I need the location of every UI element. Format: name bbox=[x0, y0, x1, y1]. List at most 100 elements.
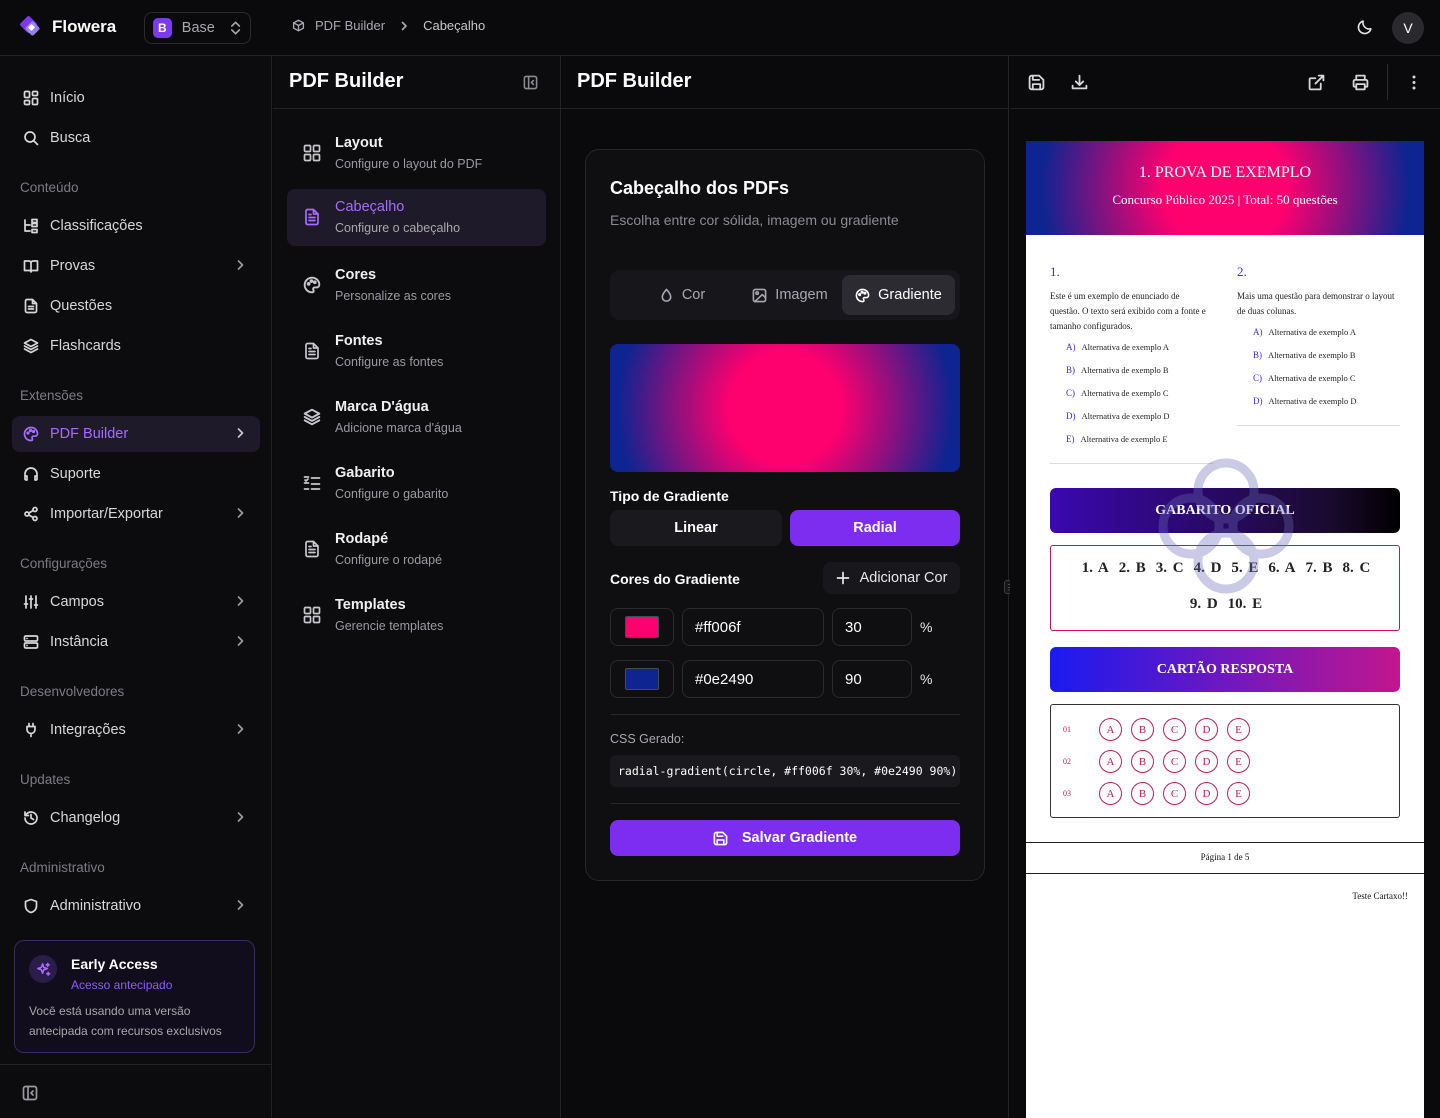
alternative-item: D) Alternativa de exemplo D bbox=[1253, 396, 1357, 406]
pdf-header-title: 1. PROVA DE EXEMPLO bbox=[1138, 164, 1312, 181]
sidebar-item-administrativo[interactable]: Administrativo bbox=[12, 888, 260, 924]
sidebar-item-instancia[interactable]: Instância bbox=[12, 624, 260, 660]
config-item-rodape[interactable]: Rodapé Configure o rodapé bbox=[287, 521, 546, 578]
answer-key-item: 4. D bbox=[1193, 560, 1222, 576]
config-item-title: Layout bbox=[335, 135, 383, 151]
config-item-desc: Gerencie templates bbox=[335, 619, 444, 633]
chevron-right-icon bbox=[237, 812, 244, 822]
tab-gradiente[interactable]: Gradiente bbox=[842, 275, 955, 315]
sidebar-item-label: Campos bbox=[50, 594, 104, 610]
box-icon bbox=[292, 19, 305, 32]
download-icon[interactable] bbox=[1071, 74, 1088, 91]
more-vertical-icon[interactable] bbox=[1411, 74, 1417, 91]
header-settings-card: Cabeçalho dos PDFs Escolha entre cor sól… bbox=[585, 149, 985, 881]
file-icon bbox=[24, 298, 38, 314]
external-link-icon[interactable] bbox=[1308, 74, 1325, 91]
question-text: Mais uma questão para demonstrar o layou… bbox=[1237, 291, 1395, 316]
droplet-icon bbox=[661, 288, 672, 302]
color-hex-input-2[interactable]: #0e2490 bbox=[682, 660, 824, 698]
section-title-desenvolvedores: Desenvolvedores bbox=[20, 684, 125, 699]
image-icon bbox=[752, 288, 767, 302]
color-picker-2[interactable] bbox=[610, 660, 674, 698]
alternative-item: C) Alternativa de exemplo C bbox=[1253, 373, 1356, 383]
breadcrumb-item-pdf-builder[interactable]: PDF Builder bbox=[315, 18, 386, 33]
answer-key-item: 9. D bbox=[1189, 596, 1218, 612]
alternative-text: Alternativa de exemplo D bbox=[1081, 411, 1170, 421]
sidebar-item-classificacoes[interactable]: Classificações bbox=[12, 208, 260, 244]
css-generated-label: CSS Gerado: bbox=[610, 732, 685, 746]
question-divider bbox=[1237, 425, 1400, 426]
color-hex-input-1[interactable]: #ff006f bbox=[682, 608, 824, 646]
alternative-letter: E) bbox=[1066, 434, 1075, 444]
printer-icon[interactable] bbox=[1352, 74, 1369, 91]
tab-cor[interactable]: Cor bbox=[632, 275, 732, 315]
user-avatar[interactable]: V bbox=[1392, 12, 1424, 44]
answer-key-row-1: 1. A 2. B 3. C 4. D 5. E 6. A 7. B 8. C bbox=[1051, 560, 1401, 577]
answer-sheet-row-number: 02 bbox=[1063, 757, 1071, 766]
answer-sheet-row-number: 01 bbox=[1063, 725, 1071, 734]
sidebar: Início Busca Conteúdo Classificações Pro… bbox=[0, 56, 272, 1118]
config-item-cabecalho[interactable]: Cabeçalho Configure o cabeçalho bbox=[287, 189, 546, 246]
gradient-type-label: Tipo de Gradiente bbox=[610, 488, 729, 504]
answer-sheet-header: CARTÃO RESPOSTA bbox=[1050, 647, 1400, 692]
config-item-desc: Configure o cabeçalho bbox=[335, 221, 461, 235]
save-icon[interactable] bbox=[1028, 74, 1045, 91]
color-stop-input-1[interactable]: 30 bbox=[832, 608, 912, 646]
workspace-switcher[interactable]: B Base bbox=[144, 12, 251, 44]
answer-key-item: 1. A bbox=[1081, 560, 1109, 576]
palette-icon bbox=[303, 276, 321, 294]
tab-label: Cor bbox=[681, 287, 706, 303]
early-access-subtitle: Acesso antecipado bbox=[71, 978, 173, 992]
divider bbox=[610, 803, 960, 804]
config-item-cores[interactable]: Cores Personalize as cores bbox=[287, 257, 546, 314]
sidebar-item-suporte[interactable]: Suporte bbox=[12, 456, 260, 492]
sidebar-item-label: Instância bbox=[50, 634, 109, 650]
sidebar-item-questoes[interactable]: Questões bbox=[12, 288, 260, 324]
plug-icon bbox=[26, 722, 36, 738]
sidebar-item-changelog[interactable]: Changelog bbox=[12, 800, 260, 836]
answer-key-row-2: 9. D 10. E bbox=[1051, 596, 1401, 613]
chevron-right-icon bbox=[237, 260, 244, 270]
color-picker-1[interactable] bbox=[610, 608, 674, 646]
sidebar-item-integracoes[interactable]: Integrações bbox=[12, 712, 260, 748]
gradient-type-radial-button[interactable]: Radial bbox=[790, 510, 960, 546]
config-item-marca-dagua[interactable]: Marca D'água Adicione marca d'água bbox=[287, 389, 546, 446]
tab-imagem[interactable]: Imagem bbox=[736, 275, 844, 315]
tab-label: Imagem bbox=[775, 287, 828, 303]
moon-icon[interactable] bbox=[1356, 18, 1374, 36]
panel-collapse-icon[interactable] bbox=[523, 75, 538, 90]
sidebar-item-provas[interactable]: Provas bbox=[12, 248, 260, 284]
sidebar-item-flashcards[interactable]: Flashcards bbox=[12, 328, 260, 364]
layers-icon bbox=[303, 408, 321, 426]
alternative-item: D) Alternativa de exemplo D bbox=[1066, 411, 1170, 421]
config-item-desc: Personalize as cores bbox=[335, 289, 452, 303]
add-color-button[interactable]: Adicionar Cor bbox=[823, 562, 960, 594]
palette-icon bbox=[855, 288, 870, 302]
answer-bubble: D bbox=[1195, 782, 1218, 805]
config-item-title: Fontes bbox=[335, 333, 383, 349]
config-item-title: Templates bbox=[335, 597, 406, 613]
config-item-gabarito[interactable]: Gabarito Configure o gabarito bbox=[287, 455, 546, 512]
save-gradient-button[interactable]: Salvar Gradiente bbox=[610, 820, 960, 856]
color-stop-input-2[interactable]: 90 bbox=[832, 660, 912, 698]
answer-bubble: A bbox=[1099, 718, 1122, 741]
sidebar-item-pdf-builder[interactable]: PDF Builder bbox=[12, 416, 260, 452]
preview-toolbar bbox=[1010, 56, 1440, 109]
sidebar-item-campos[interactable]: Campos bbox=[12, 584, 260, 620]
app-logo[interactable]: Flowera bbox=[18, 14, 116, 40]
config-panel-title: PDF Builder bbox=[289, 70, 404, 92]
headset-icon bbox=[24, 467, 38, 481]
sidebar-item-importar-exportar[interactable]: Importar/Exportar bbox=[12, 496, 260, 532]
gradient-type-linear-button[interactable]: Linear bbox=[610, 510, 782, 546]
shield-icon bbox=[24, 898, 38, 914]
config-item-templates[interactable]: Templates Gerencie templates bbox=[287, 587, 546, 644]
sidebar-collapse-icon[interactable] bbox=[22, 1085, 38, 1101]
alternative-item: A) Alternativa de exemplo A bbox=[1253, 327, 1356, 337]
config-item-fontes[interactable]: Fontes Configure as fontes bbox=[287, 323, 546, 380]
question-divider bbox=[1050, 463, 1213, 464]
sidebar-item-busca[interactable]: Busca bbox=[12, 120, 260, 156]
config-item-layout[interactable]: Layout Configure o layout do PDF bbox=[287, 125, 546, 182]
sidebar-item-inicio[interactable]: Início bbox=[12, 80, 260, 116]
answer-bubble: E bbox=[1227, 718, 1250, 741]
question-number: 2. bbox=[1237, 264, 1247, 279]
